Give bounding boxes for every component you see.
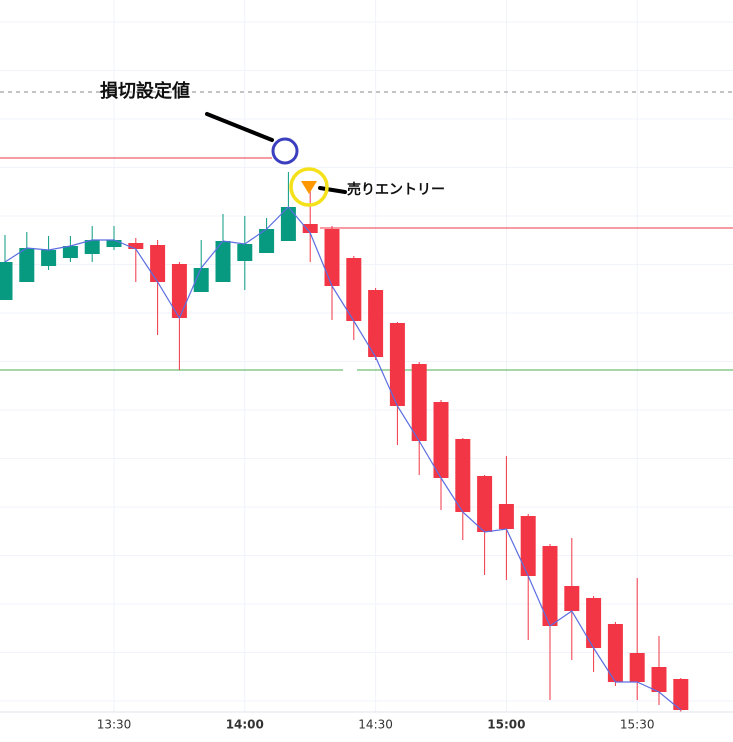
candle-body [237,244,253,261]
close-line [4,206,682,711]
candle-body [433,402,449,478]
candle-body [302,224,318,233]
candle-body [106,240,122,247]
candle-body [0,262,13,300]
candle-body [498,504,514,529]
annotation: 売りエントリー [347,181,445,198]
candle-body [259,229,275,253]
candle-body [651,667,667,692]
candle-body [346,258,362,321]
candle-body [193,268,209,292]
candle-body [455,439,471,512]
candle-body [41,250,57,266]
candle-body [477,476,493,532]
candle-body [673,679,689,710]
candle-body [84,240,100,254]
candle-body [520,516,536,576]
candle-body [411,364,427,441]
candle-body [586,598,602,648]
annotation: 損切設定値 [100,80,190,102]
entry-circle [289,167,329,207]
x-tick-label: 14:30 [358,718,393,732]
candle-body [389,323,405,406]
candle-body [280,207,296,241]
x-tick-label: 14:00 [226,718,264,732]
candle-body [607,624,623,682]
candle-body [150,245,166,282]
candle-body [564,586,580,611]
candle-body [19,248,35,282]
candle-body [324,229,340,286]
candle-body [368,290,384,357]
arrow [205,112,274,142]
x-tick-label: 15:30 [620,718,655,732]
x-tick-label: 15:00 [487,718,525,732]
arrow [318,186,347,194]
candle-body [62,246,78,258]
x-tick-label: 13:30 [97,718,132,732]
plot [0,91,733,712]
stop-circle [271,137,299,165]
candle-body [215,241,231,282]
candle-body [629,653,645,682]
sell-marker [301,181,317,194]
candle-body [542,546,558,626]
candle-body [128,243,144,249]
candle-body [171,264,187,318]
